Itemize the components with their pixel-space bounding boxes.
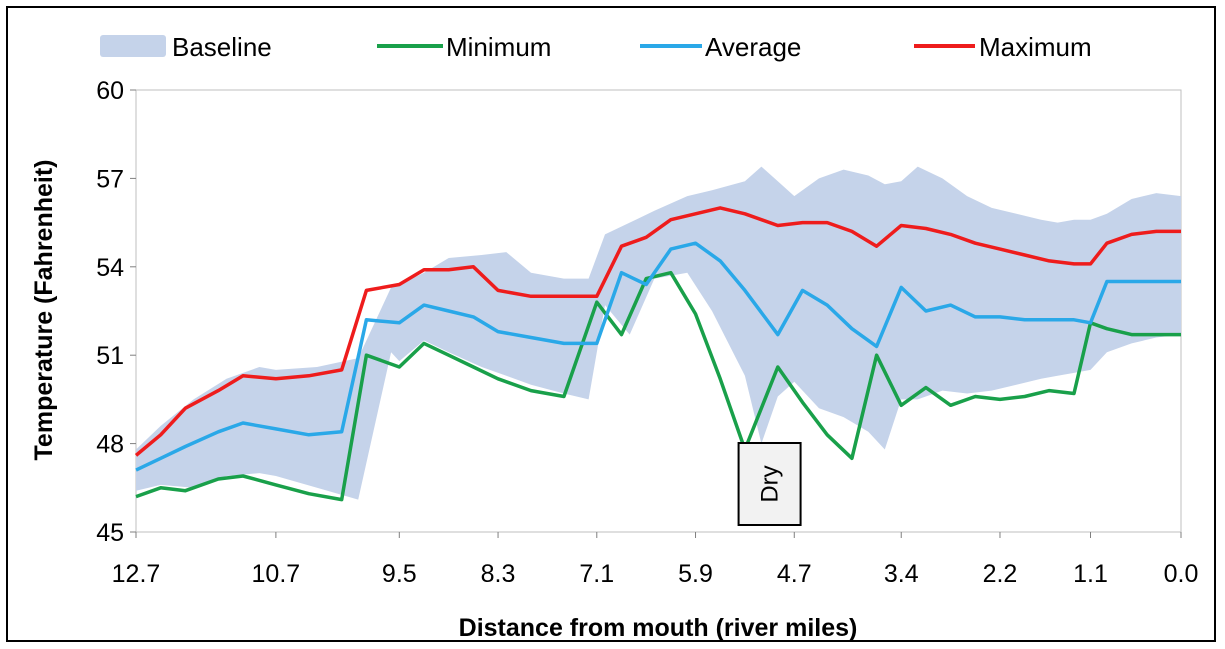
x-tick-label: 4.7 xyxy=(777,560,812,588)
x-tick-label: 2.2 xyxy=(983,560,1018,588)
x-tick-label: 1.1 xyxy=(1073,560,1108,588)
minimum-line xyxy=(135,270,1181,502)
annotation-box xyxy=(737,442,802,526)
x-tick-label: 12.7 xyxy=(112,560,161,588)
y-tick-label: 45 xyxy=(96,519,124,547)
x-axis: 12.7 10.7 9.5 8.3 7.1 5.9 4.7 3.4 2.2 1.1 0.0 xyxy=(112,532,1199,588)
legend-label-minimum: Minimum xyxy=(446,32,551,62)
legend-label-average: Average xyxy=(705,32,801,62)
legend-item-maximum: Maximum xyxy=(914,32,1092,62)
baseline-band-layer xyxy=(136,166,1181,500)
legend-item-baseline: Baseline xyxy=(100,32,272,62)
series-layer xyxy=(134,206,1181,502)
legend: Baseline Minimum Average Maximum xyxy=(100,32,1092,62)
legend-item-average: Average xyxy=(640,32,801,62)
legend-swatch-baseline xyxy=(100,35,166,57)
baseline-band xyxy=(136,166,1181,500)
legend-label-baseline: Baseline xyxy=(172,32,272,62)
x-tick-label: 8.3 xyxy=(481,560,516,588)
y-tick-label: 48 xyxy=(96,431,124,459)
x-tick-label: 5.9 xyxy=(678,560,713,588)
average-line xyxy=(135,241,1181,472)
y-tick-label: 60 xyxy=(96,77,124,105)
annotations: Dry xyxy=(737,442,802,526)
x-tick-label: 9.5 xyxy=(382,560,417,588)
x-tick-label: 10.7 xyxy=(252,560,301,588)
y-tick-label: 57 xyxy=(96,165,124,193)
x-tick-label: 3.4 xyxy=(884,560,919,588)
maximum-line xyxy=(134,206,1181,457)
x-tick-label: 0.0 xyxy=(1164,560,1199,588)
y-axis-title: Temperature (Fahrenheit) xyxy=(30,160,58,461)
y-tick-label: 54 xyxy=(96,254,124,282)
y-tick-label: 51 xyxy=(96,342,124,370)
annotation-label: Dry xyxy=(757,465,784,502)
x-axis-title: Distance from mouth (river miles) xyxy=(459,614,858,642)
legend-item-minimum: Minimum xyxy=(377,32,551,62)
x-tick-label: 7.1 xyxy=(579,560,614,588)
legend-label-maximum: Maximum xyxy=(979,32,1092,62)
y-axis: 45 48 51 54 57 60 xyxy=(96,77,136,547)
